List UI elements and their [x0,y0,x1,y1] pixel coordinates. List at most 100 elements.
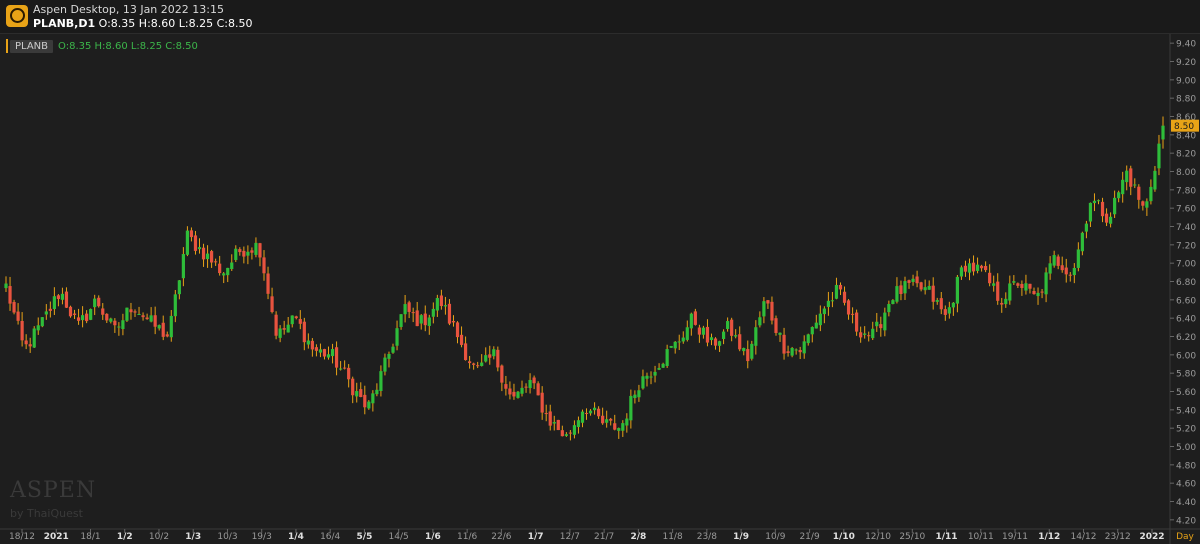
candle-body [161,322,165,337]
candle-body [802,341,806,354]
candle-body [1141,201,1145,206]
candle-body [657,367,661,370]
candle-body [109,318,113,322]
candle-body [855,312,859,332]
candle-body [226,267,230,276]
candle-body [850,313,855,315]
title-bar: Aspen Desktop, 13 Jan 2022 13:15 PLANB,D… [0,0,1200,34]
y-tick-label: 4.20 [1176,516,1196,526]
candle-body [754,327,758,346]
candle-body [915,276,919,284]
candle-body [887,304,891,313]
x-tick-label: 1/7 [528,532,544,542]
candle-body [246,251,250,256]
x-tick-label: 10/9 [765,532,785,542]
x-tick-label: 1/10 [833,532,855,542]
candle-body [334,347,339,368]
candle-body [80,315,85,321]
candle-body [665,349,669,366]
candle-body [1032,290,1036,295]
candle-body [818,313,822,326]
candle-body [988,272,992,284]
candle-body [633,394,637,399]
candle-body [992,283,996,286]
y-tick-label: 5.80 [1176,370,1196,380]
candle-body [649,376,653,378]
candle-body [266,273,270,294]
candle-body [774,318,778,333]
candle-body [693,311,697,325]
candle-body [242,250,246,257]
last-price-tag [1171,119,1199,132]
x-tick-label: 23/8 [697,532,717,542]
candle-body [197,247,202,250]
candle-body [524,386,528,388]
candle-body [867,335,871,337]
candle-body [810,327,814,335]
y-tick-label: 7.00 [1176,260,1196,270]
series-symbol-label[interactable]: PLANB [10,39,54,53]
candle-body [339,368,343,370]
y-tick-label: 7.20 [1176,241,1196,251]
x-tick-label: 19/3 [252,532,272,542]
candle-body [556,419,560,431]
candle-body [568,432,572,434]
candle-body [1068,274,1072,276]
candle-body [230,262,234,270]
candle-body [476,365,480,367]
y-tick-label: 5.40 [1176,406,1196,416]
x-tick-label: 19/11 [1002,532,1028,542]
candle-body [943,309,947,315]
candle-body [984,266,988,271]
candle-body [951,302,955,308]
candle-body [496,349,500,368]
candle-body [653,371,657,376]
candle-body [282,328,286,330]
candle-body [609,418,613,421]
candle-body [1137,186,1141,200]
candle-body [314,347,319,351]
x-tick-label: 18/12 [9,532,35,542]
y-tick-label: 9.00 [1176,76,1196,86]
candle-body [89,309,93,320]
candle-body [32,328,36,348]
series-legend[interactable]: PLANB O:8.35 H:8.60 L:8.25 C:8.50 [6,38,198,54]
y-tick-label: 4.40 [1176,498,1196,508]
candle-body [730,319,734,336]
ohlc-values: O:8.35 H:8.60 L:8.25 C:8.50 [98,17,253,30]
candle-body [1020,283,1024,288]
x-tick-label: 5/5 [357,532,373,542]
candle-body [76,317,81,321]
candle-body [580,411,585,423]
candle-body [903,281,907,294]
candle-body [60,293,65,300]
candle-body [592,407,597,411]
candle-body [508,388,512,395]
candle-body [762,301,766,317]
ohlc-readout: PLANB,D1 O:8.35 H:8.60 L:8.25 C:8.50 [33,17,252,30]
candle-body [20,320,24,341]
candle-body [1121,179,1125,195]
candle-body [177,280,181,295]
candle-body [12,301,16,313]
candle-body [806,334,810,344]
series-color-marker [6,39,8,53]
candle-body [996,281,1000,301]
candle-body [1004,298,1008,305]
x-tick-label: 1/6 [425,532,441,542]
candle-body [439,295,443,307]
candle-body [1113,197,1117,215]
candle-body [326,354,331,358]
candle-body [1108,216,1113,224]
candle-body [157,325,161,329]
candle-body [1028,283,1032,289]
candle-body [250,250,254,253]
candle-body [907,280,911,283]
candle-body [601,415,605,424]
y-tick-label: 7.40 [1176,223,1196,233]
candle-body [254,242,258,255]
x-tick-label: 1/4 [288,532,304,542]
candle-body [605,419,609,423]
candle-body [1149,186,1153,202]
